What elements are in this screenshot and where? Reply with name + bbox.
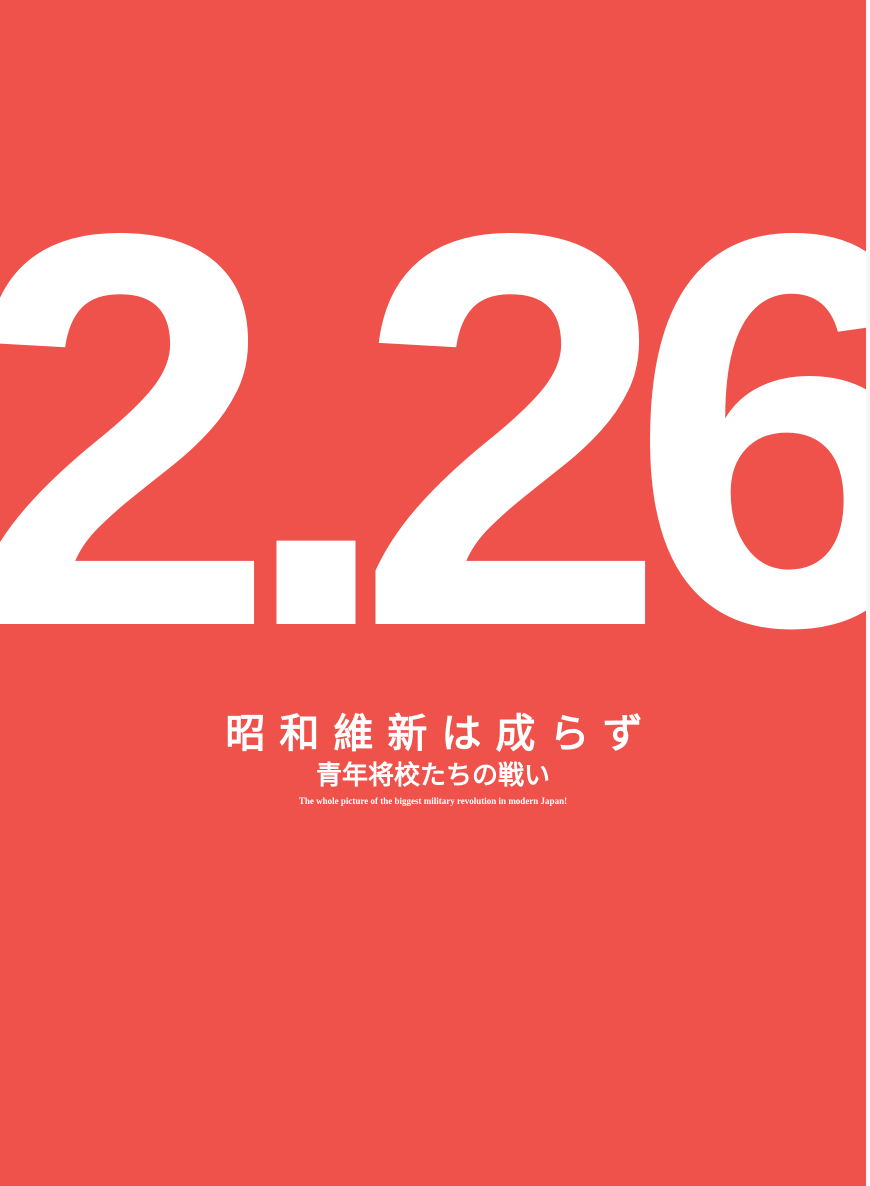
page-edge [866,0,870,1186]
cover-big-title: 2.26 [0,117,866,743]
cover-tagline: The whole picture of the biggest militar… [298,796,568,806]
cover-title: 昭和維新は成らず [225,710,657,757]
cover-subtitle: 青年将校たちの戦い [315,761,550,791]
